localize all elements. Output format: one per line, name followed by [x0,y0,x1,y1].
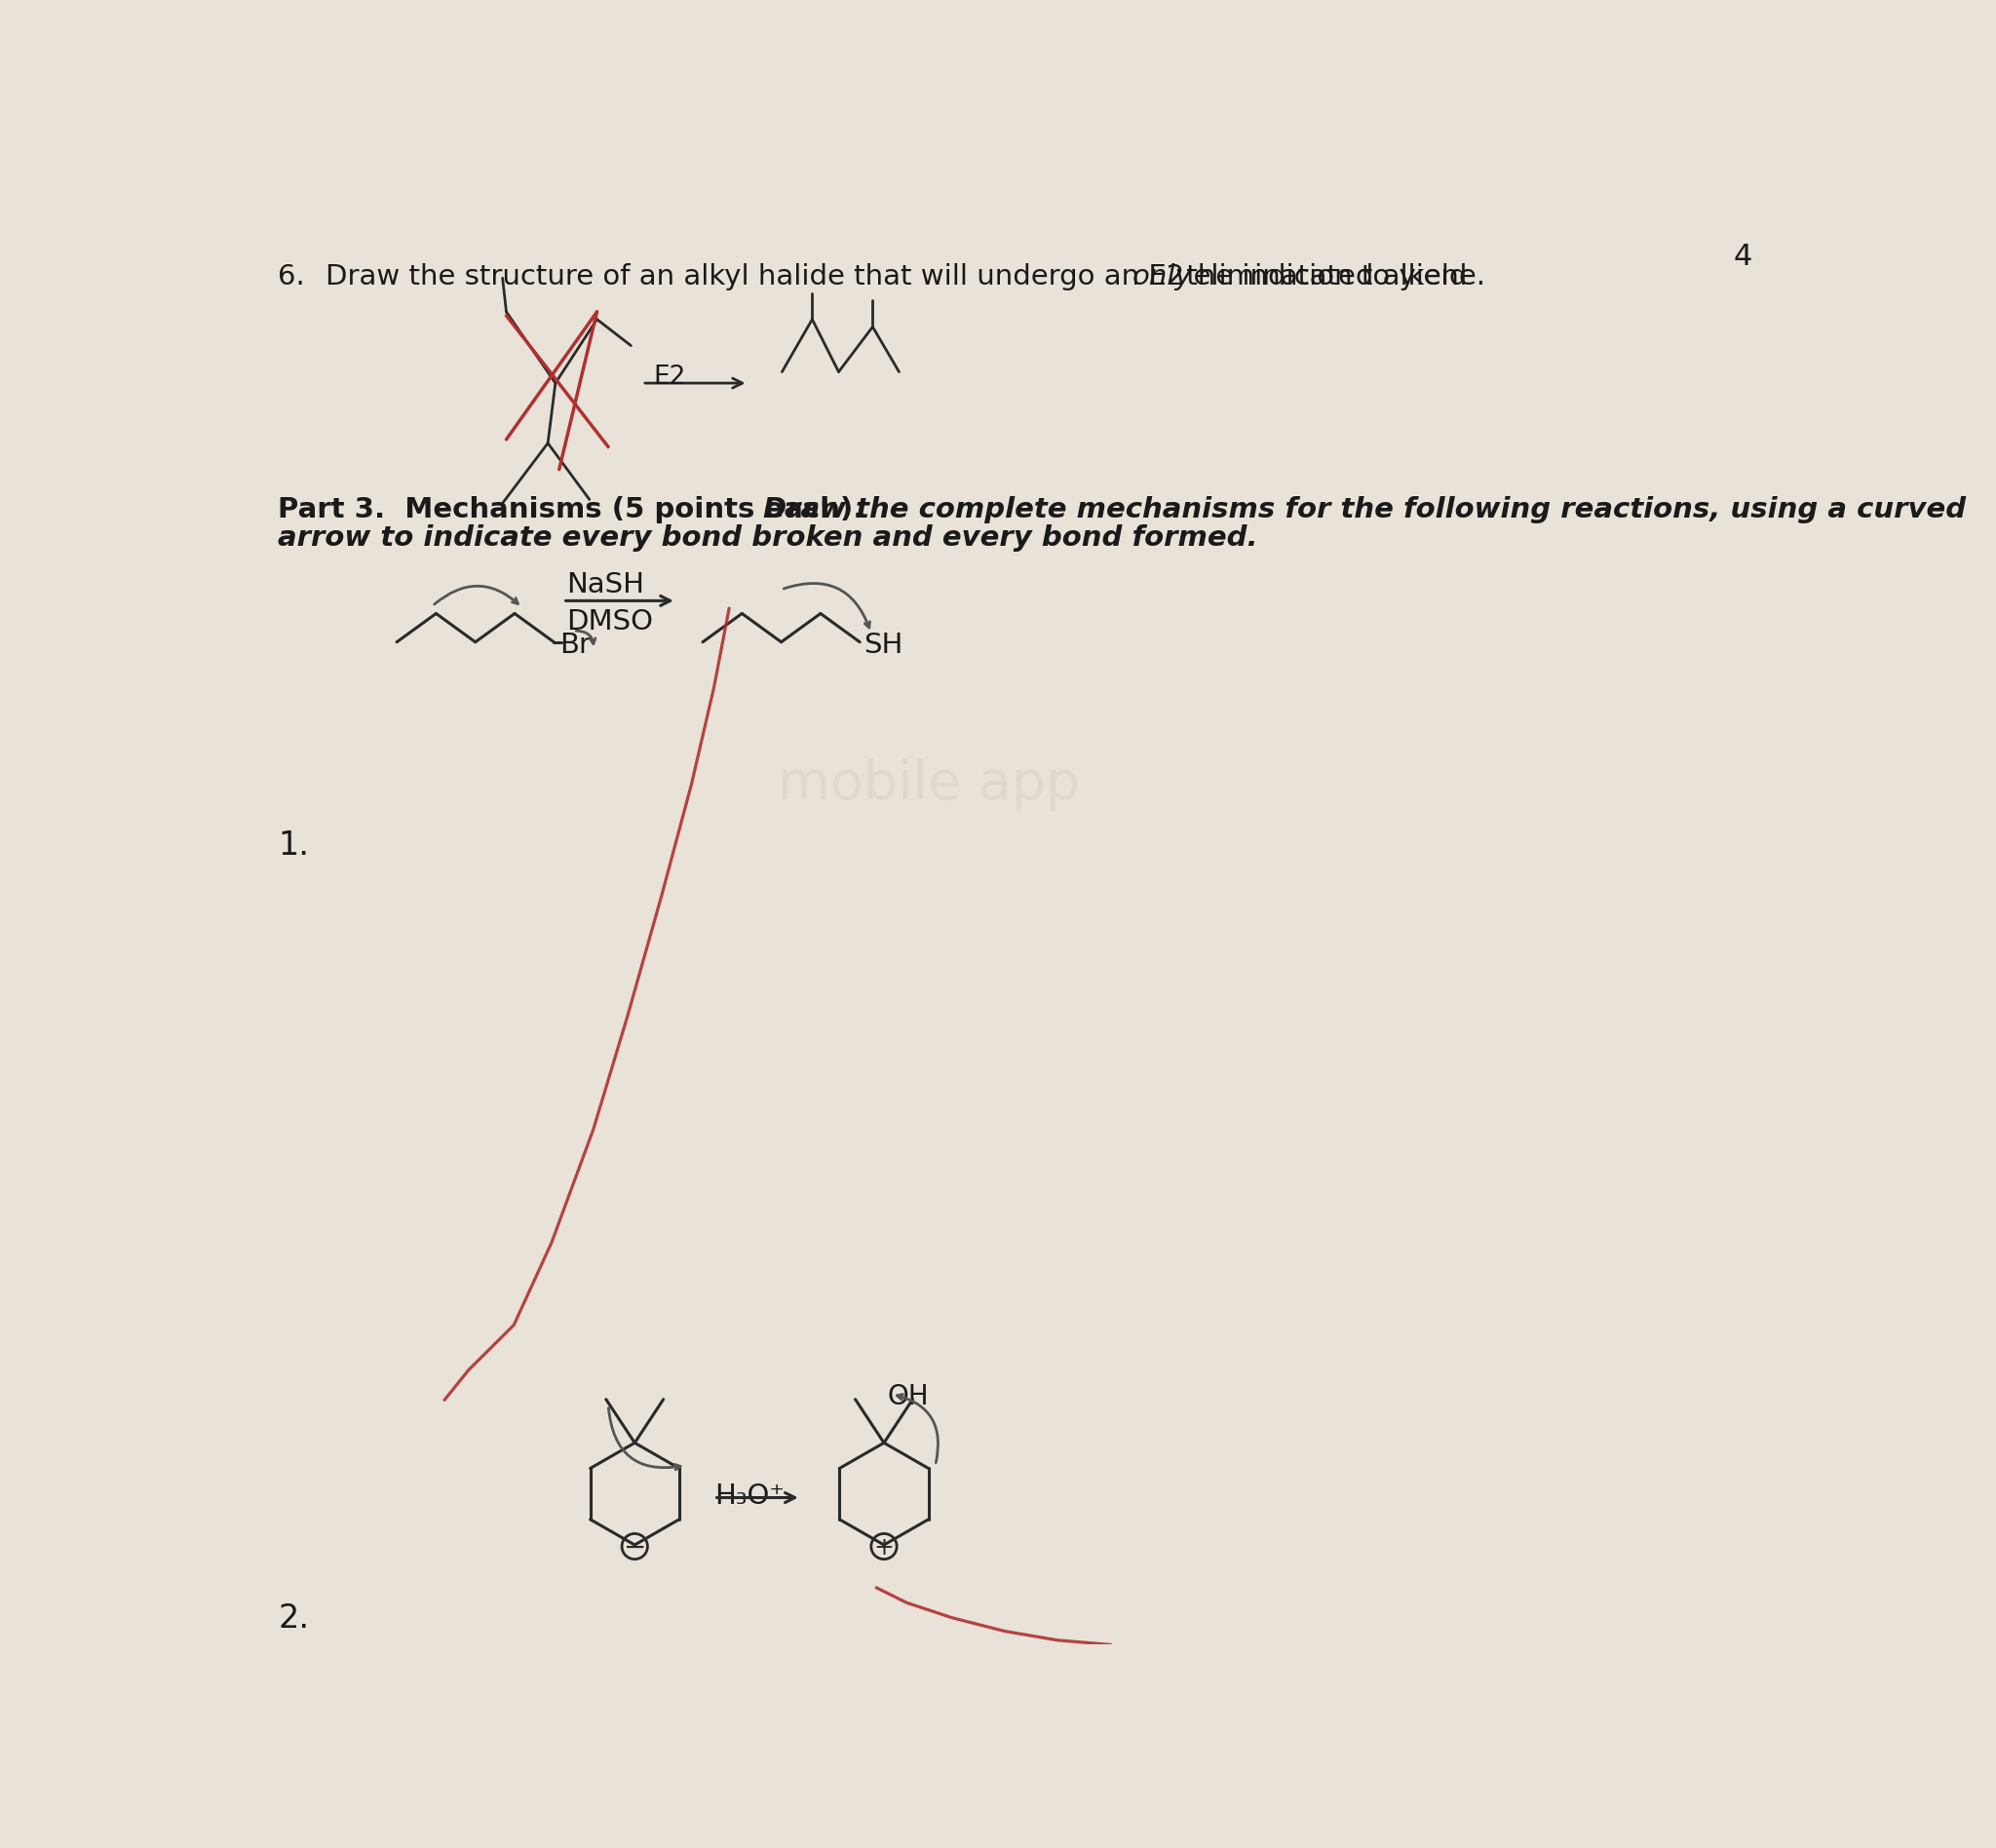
Text: Draw the structure of an alkyl halide that will undergo an E2 elimination to yie: Draw the structure of an alkyl halide th… [325,262,1475,290]
Text: OH: OH [888,1382,930,1410]
Text: only: only [1132,262,1192,290]
Text: −: − [623,1534,647,1562]
Text: 1.: 1. [277,830,309,861]
Text: H₃O⁺: H₃O⁺ [715,1482,784,1510]
Text: SH: SH [864,632,902,660]
Text: Part 3.  Mechanisms (5 points each).: Part 3. Mechanisms (5 points each). [277,495,884,523]
Text: the indicated alkene.: the indicated alkene. [1178,262,1485,290]
Text: E2: E2 [653,364,687,390]
Text: mobile app: mobile app [778,758,1080,811]
Text: Draw the complete mechanisms for the following reactions, using a curved: Draw the complete mechanisms for the fol… [762,495,1966,523]
Text: +: + [874,1536,894,1560]
Text: 6.: 6. [277,262,305,290]
Text: arrow to indicate every bond broken and every bond formed.: arrow to indicate every bond broken and … [277,525,1257,551]
Text: Br: Br [561,632,591,660]
Text: NaSH: NaSH [567,571,645,599]
Text: DMSO: DMSO [567,608,653,636]
Text: 2.: 2. [277,1602,309,1635]
Text: 4: 4 [1735,242,1752,272]
